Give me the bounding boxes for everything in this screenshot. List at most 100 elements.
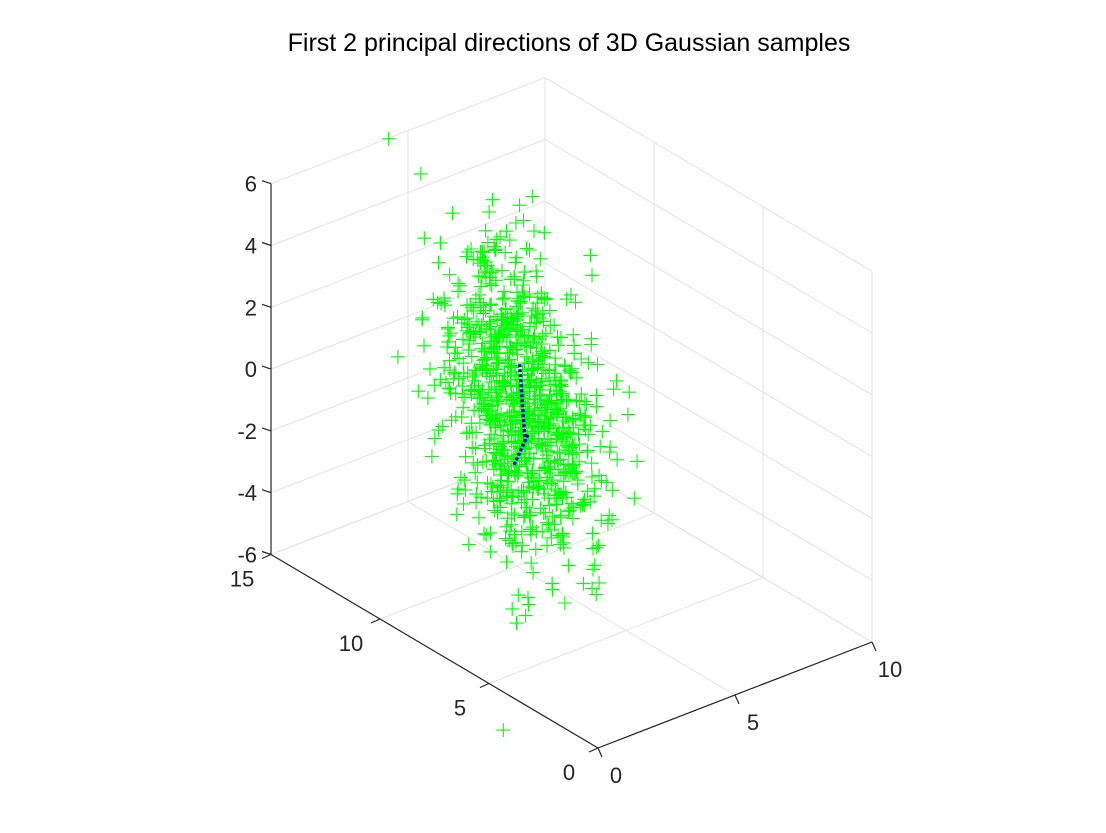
sample-point [474,341,489,356]
sample-point [551,462,566,477]
sample-point [575,497,590,512]
sample-point [468,441,483,456]
sample-point [505,536,520,551]
sample-point [564,496,579,511]
sample-point [480,350,495,365]
sample-point [561,466,576,481]
sample-point [462,425,477,440]
sample-point [591,538,606,553]
sample-point [565,465,580,480]
sample-point [593,439,608,454]
sample-point [498,378,513,393]
sample-point [484,403,499,418]
sample-point [489,446,504,461]
sample-point [589,587,604,602]
sample-point [576,495,591,510]
sample-point [531,353,546,368]
sample-point [480,235,495,250]
principal-directions [512,363,530,466]
sample-point [460,245,475,259]
sample-point [473,279,488,294]
sample-point [485,480,500,494]
sample-point [530,360,545,375]
sample-point [490,331,505,346]
chart-title: First 2 principal directions of 3D Gauss… [288,29,851,57]
sample-point [565,511,580,526]
sample-point [522,287,537,301]
sample-point [493,229,508,244]
sample-point [583,418,598,433]
sample-point [592,575,607,590]
sample-point [457,390,472,405]
sample-point [519,457,534,472]
right-wall-grid-line [544,200,873,396]
sample-point [469,487,484,502]
sample-point [563,503,578,518]
sample-point [585,268,599,283]
sample-point [514,524,529,539]
sample-point [531,419,546,434]
sample-point [468,291,483,306]
sample-point [530,307,545,322]
sample-point [553,377,568,391]
sample-point [516,278,530,292]
sample-point [502,345,517,360]
sample-point [554,386,569,401]
sample-point [522,505,537,520]
sample-point [451,482,466,496]
sample-point [539,448,554,463]
sample-point [507,393,521,408]
sample-point [484,363,498,378]
sample-point [456,496,471,511]
z-tick-mark [261,241,272,247]
sample-point [464,382,479,397]
sample-point [538,326,553,341]
sample-point [433,372,448,387]
sample-point [550,453,565,468]
sample-point [516,483,531,498]
sample-point [468,465,483,480]
sample-point [548,482,563,496]
sample-point [473,390,487,405]
sample-point [496,723,511,738]
sample-point [477,438,492,453]
sample-point [483,319,498,334]
sample-point [521,590,535,605]
sample-point [503,524,517,539]
sample-point [592,468,607,483]
z-tick-mark [261,303,272,308]
sample-point [526,480,541,495]
sample-point [558,443,572,457]
sample-point [475,357,490,372]
sample-point [493,493,508,508]
sample-point [564,287,578,302]
sample-point [508,468,523,483]
sample-point [554,388,569,403]
sample-point [559,394,574,409]
sample-point [431,255,446,270]
sample-point [510,313,525,328]
floor-grid-line [379,512,655,620]
sample-point [411,384,426,399]
sample-point [458,483,473,498]
sample-point [556,535,571,550]
sample-point [460,366,475,380]
sample-point [488,273,503,288]
sample-point [458,449,473,464]
sample-point [504,425,519,440]
sample-point [488,420,503,435]
sample-point [581,355,596,370]
sample-point [537,225,552,240]
sample-point [489,392,504,407]
sample-point [459,426,474,441]
sample-point [470,475,485,490]
sample-point [420,391,435,406]
sample-point [531,480,546,494]
sample-point [543,411,558,426]
sample-point [566,438,581,453]
sample-point [523,522,538,537]
x-tick-label: 0 [610,763,622,788]
sample-point [522,243,537,257]
sample-point [505,343,520,358]
sample-point [506,539,521,553]
